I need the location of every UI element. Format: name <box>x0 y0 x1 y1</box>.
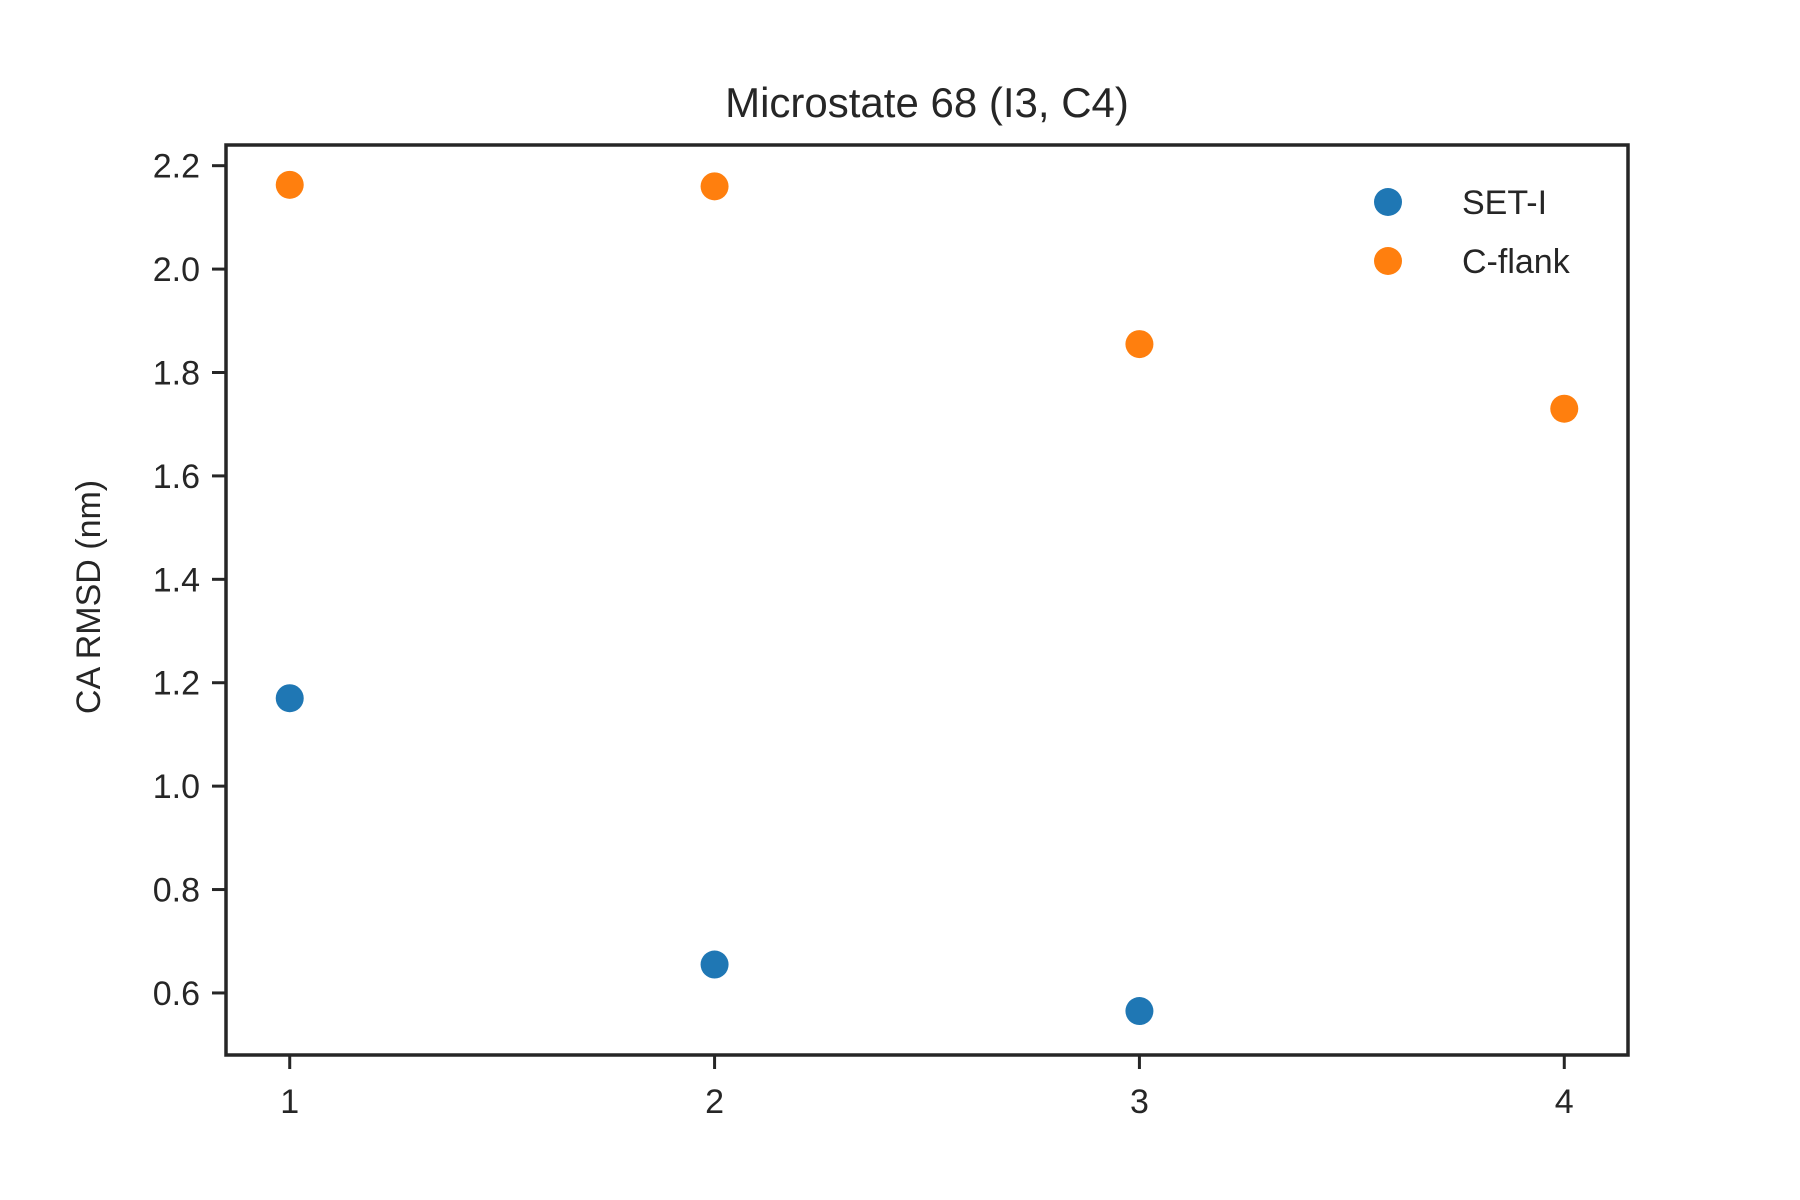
legend-marker <box>1374 188 1402 216</box>
y-axis-ticks: 0.6 0.8 1.0 1.2 1.4 1.6 1.8 2.0 2.2 <box>153 148 226 1013</box>
point-c-flank <box>1550 394 1579 423</box>
point-set-i <box>700 950 729 979</box>
y-tick-label: 1.2 <box>153 665 200 703</box>
plot-area-frame <box>224 143 1630 1057</box>
y-tick-label: 1.4 <box>153 561 200 599</box>
y-tick-label: 2.2 <box>153 148 200 186</box>
y-tick-label: 1.6 <box>153 458 200 496</box>
chart-title: Microstate 68 (I3, C4) <box>725 79 1129 126</box>
x-tick-label: 3 <box>1130 1083 1149 1121</box>
point-set-i <box>1125 997 1154 1026</box>
legend-label: C-flank <box>1462 243 1571 281</box>
point-c-flank <box>1125 330 1154 359</box>
point-c-flank <box>700 172 729 201</box>
y-tick-label: 0.6 <box>153 975 200 1013</box>
x-axis-ticks: 1 2 3 4 <box>280 1055 1574 1121</box>
data-points <box>275 170 1579 1026</box>
x-tick-label: 2 <box>705 1083 724 1121</box>
y-axis-label: CA RMSD (nm) <box>70 480 108 714</box>
x-tick-label: 4 <box>1555 1083 1574 1121</box>
y-tick-label: 1.8 <box>153 355 200 393</box>
point-c-flank <box>275 170 304 199</box>
y-tick-label: 2.0 <box>153 251 200 289</box>
legend-label: SET-I <box>1462 184 1547 222</box>
legend: SET-I C-flank <box>1374 184 1571 281</box>
x-tick-label: 1 <box>280 1083 299 1121</box>
legend-marker <box>1374 247 1402 275</box>
y-tick-label: 1.0 <box>153 768 200 806</box>
point-set-i <box>275 684 304 713</box>
y-tick-label: 0.8 <box>153 872 200 910</box>
